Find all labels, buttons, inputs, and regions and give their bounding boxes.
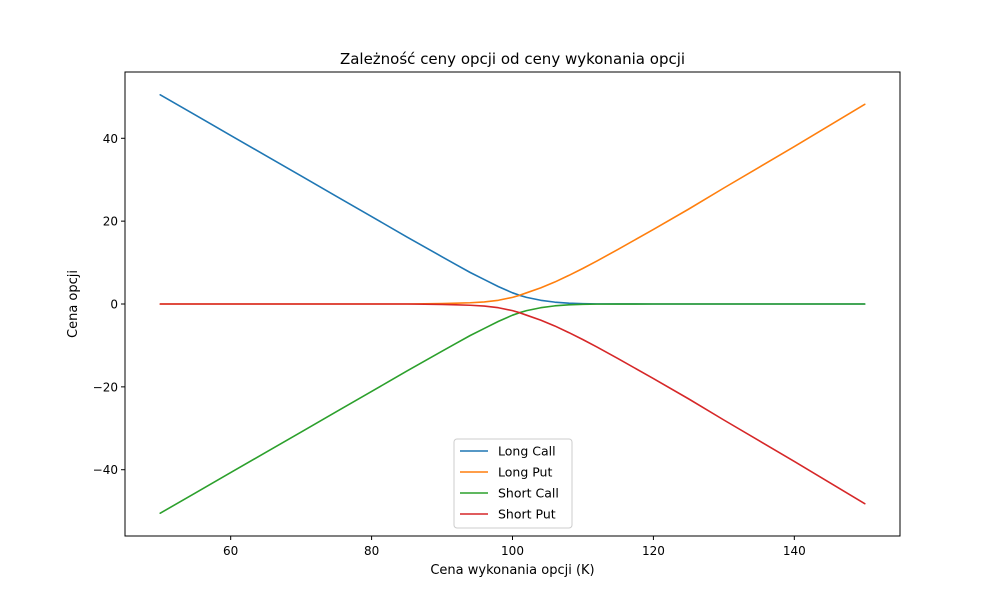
legend-label-short-put: Short Put: [498, 507, 556, 522]
series-line-short-put: [159, 303, 866, 505]
x-axis-title: Cena wykonania opcji (K): [430, 563, 594, 578]
x-tick-label: 140: [783, 544, 806, 558]
legend-box: [453, 438, 573, 529]
x-tick-label: 120: [642, 544, 665, 558]
legend-label-long-call: Long Call: [498, 444, 556, 459]
y-tick-label: 0: [110, 298, 118, 312]
y-tick-label: 40: [103, 132, 118, 146]
x-axis: 60 80 100 120 140: [223, 536, 806, 558]
legend-label-long-put: Long Put: [498, 465, 552, 480]
y-tick-label: −40: [93, 463, 118, 477]
legend-label-short-call: Short Call: [498, 486, 559, 501]
x-tick-label: 60: [223, 544, 238, 558]
x-tick-label: 80: [364, 544, 379, 558]
y-axis-title: Cena opcji: [66, 270, 81, 338]
y-tick-label: −20: [93, 380, 118, 394]
x-tick-label: 100: [501, 544, 524, 558]
y-tick-label: 20: [103, 215, 118, 229]
chart-title: Zależność ceny opcji od ceny wykonania o…: [340, 50, 685, 68]
y-axis: −40 −20 0 20 40: [93, 132, 125, 477]
series-layer: [159, 93, 866, 515]
legend: Long Call Long Put Short Call Short Put: [453, 438, 573, 529]
